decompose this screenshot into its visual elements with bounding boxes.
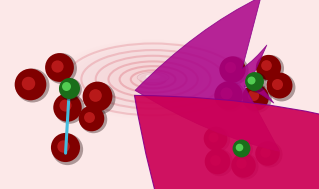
Point xyxy=(68,88,73,91)
Point xyxy=(213,137,218,140)
Point xyxy=(61,144,66,147)
Point xyxy=(63,146,68,149)
Point xyxy=(66,86,71,89)
Point xyxy=(263,150,268,153)
Point xyxy=(249,78,254,81)
Point xyxy=(28,83,33,86)
Point xyxy=(267,66,272,69)
Point xyxy=(227,94,233,97)
Point xyxy=(250,94,256,97)
Point xyxy=(265,152,270,155)
Point xyxy=(238,162,243,165)
Point xyxy=(64,105,70,108)
Point xyxy=(86,115,91,118)
Point xyxy=(238,147,243,150)
Point xyxy=(255,96,260,99)
Point xyxy=(236,145,241,148)
Point xyxy=(65,147,70,150)
Point xyxy=(265,65,271,68)
Point xyxy=(223,91,228,94)
Point xyxy=(253,95,258,98)
Point xyxy=(279,85,284,88)
Point xyxy=(90,118,95,121)
Point xyxy=(226,93,231,96)
Point xyxy=(227,66,233,69)
Point xyxy=(240,148,245,151)
Point xyxy=(277,84,282,87)
Point xyxy=(30,84,35,87)
FancyArrowPatch shape xyxy=(135,0,279,151)
Point xyxy=(242,164,248,167)
Point xyxy=(241,163,246,166)
Point xyxy=(275,82,280,85)
Point xyxy=(216,161,221,164)
Point xyxy=(88,117,93,120)
Ellipse shape xyxy=(137,72,169,83)
Point xyxy=(54,64,59,67)
Point xyxy=(253,81,258,84)
Point xyxy=(232,69,237,72)
Point xyxy=(215,138,220,141)
Point xyxy=(267,153,272,156)
Point xyxy=(66,106,71,109)
FancyArrowPatch shape xyxy=(135,95,319,189)
Ellipse shape xyxy=(146,74,160,79)
Point xyxy=(64,85,69,88)
Point xyxy=(97,96,102,99)
Point xyxy=(212,158,217,161)
Point xyxy=(263,64,268,67)
Point xyxy=(58,67,63,70)
Point xyxy=(56,66,62,69)
Point xyxy=(211,135,216,138)
Point xyxy=(230,67,235,70)
Point xyxy=(26,81,31,84)
Point xyxy=(251,80,256,83)
Point xyxy=(93,93,98,96)
Point xyxy=(214,160,219,163)
Point xyxy=(95,95,100,98)
Point xyxy=(62,104,67,107)
